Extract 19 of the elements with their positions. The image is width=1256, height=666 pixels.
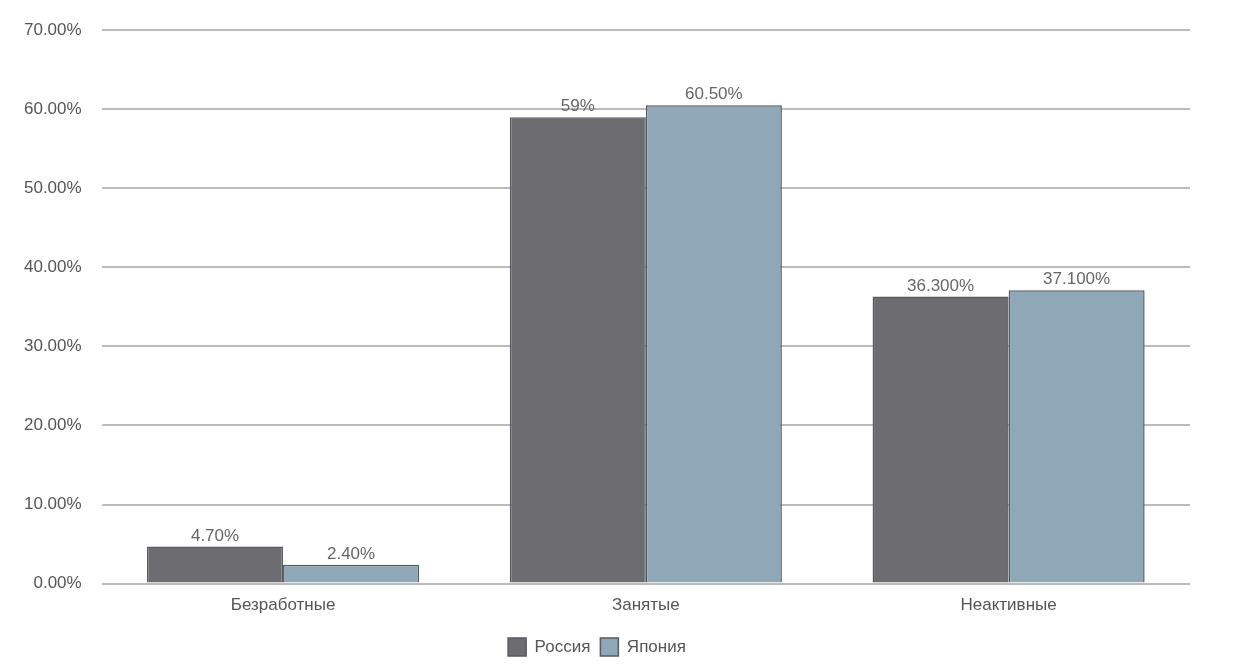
y-tick-label: 10.00% [23,494,82,514]
legend-label: Россия [534,636,591,656]
x-tick-label: Безработные [230,595,336,615]
x-tick-label: Занятые [611,595,680,615]
y-tick-label: 30.00% [23,336,82,356]
x-tick-label: Неактивные [960,595,1057,615]
data-label: 37.100% [1043,269,1111,289]
data-label: 60.50% [685,84,743,104]
y-tick-label: 40.00% [23,257,82,277]
data-label: 4.70% [190,525,240,545]
y-tick-label: 50.00% [23,178,82,197]
data-label: 2.40% [326,543,376,563]
y-tick-label: 70.00% [23,19,82,39]
y-tick-label: 60.00% [23,98,82,118]
data-label: 59% [560,96,595,116]
y-tick-label: 20.00% [23,415,82,435]
y-tick-label: 0.00% [33,573,82,593]
data-label: 36.300% [907,275,975,295]
legend-label: Япония [626,636,686,656]
